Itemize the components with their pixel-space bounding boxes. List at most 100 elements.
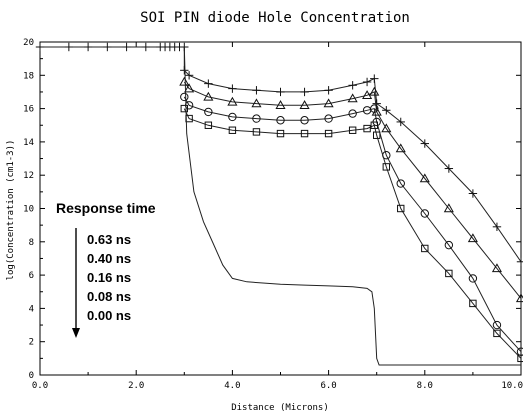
y-axis-label: log(Concentration (cm1-3)) <box>6 140 16 281</box>
x-tick-label: 0.0 <box>32 381 48 391</box>
data-point <box>324 86 333 95</box>
data-point <box>203 91 214 101</box>
data-point <box>467 233 478 243</box>
data-point <box>180 92 189 102</box>
data-point <box>382 106 391 115</box>
series-line <box>40 46 522 263</box>
series-layer <box>35 42 523 366</box>
data-point <box>444 164 454 173</box>
data-point <box>419 173 430 183</box>
data-point <box>370 121 378 129</box>
data-point <box>420 209 429 218</box>
annotation-title: Response time <box>56 200 156 216</box>
data-point <box>204 107 213 117</box>
data-point <box>492 222 502 232</box>
data-point <box>382 163 391 171</box>
x-axis: 0.0 2.0 4.0 6.0 8.0 10.0 <box>32 42 523 391</box>
y-tick-label: 2 <box>29 338 34 348</box>
x-tick-label: 6.0 <box>320 381 336 391</box>
data-point <box>252 114 261 123</box>
data-point <box>363 124 371 133</box>
series-line <box>183 81 522 299</box>
data-point <box>180 104 189 113</box>
y-tick-label: 6 <box>29 271 34 281</box>
data-point <box>370 104 379 113</box>
y-tick-label: 0 <box>29 371 34 381</box>
series-line <box>183 108 522 359</box>
data-point <box>179 76 190 86</box>
data-point <box>492 320 502 330</box>
data-point <box>251 98 262 108</box>
x-tick-label: 4.0 <box>224 381 240 391</box>
data-point <box>369 86 380 96</box>
data-point <box>362 90 373 99</box>
data-point <box>370 74 379 83</box>
data-point <box>228 112 237 122</box>
data-point <box>276 116 285 125</box>
chart-title: SOI PIN diode Hole Concentration <box>140 10 410 26</box>
data-point <box>180 66 189 75</box>
annotation-arrow-head <box>72 328 80 338</box>
data-point <box>324 114 333 123</box>
data-point <box>103 42 112 52</box>
data-point <box>443 203 454 213</box>
series-none <box>183 46 521 366</box>
data-point <box>493 329 501 338</box>
data-point <box>468 274 478 283</box>
data-point <box>469 299 477 308</box>
data-point <box>421 244 429 253</box>
series-square <box>180 104 523 363</box>
x-axis-label: Distance (Microns) <box>231 403 329 413</box>
data-point <box>204 79 213 88</box>
series-line <box>183 46 521 366</box>
data-point <box>276 87 285 97</box>
data-point <box>491 263 503 273</box>
series-line <box>183 96 522 353</box>
data-point <box>184 71 194 80</box>
y-axis: 0 2 4 6 8 10 12 14 16 18 20 <box>23 38 521 381</box>
data-point <box>468 189 478 198</box>
data-point <box>445 269 453 278</box>
data-point <box>348 109 357 118</box>
data-point <box>517 354 523 363</box>
x-tick-label: 2.0 <box>128 381 144 391</box>
data-point <box>184 83 195 93</box>
data-point <box>515 293 523 303</box>
annotation-entry: 0.63 ns <box>87 232 131 247</box>
data-point <box>300 116 309 125</box>
y-tick-label: 10 <box>23 205 34 215</box>
data-point <box>35 42 45 52</box>
data-point <box>348 81 357 90</box>
x-tick-label: 8.0 <box>417 381 433 391</box>
data-point <box>252 86 261 95</box>
data-point <box>83 42 93 52</box>
y-tick-label: 16 <box>23 105 34 115</box>
data-point <box>372 99 381 108</box>
data-point <box>228 126 237 134</box>
data-point <box>397 204 405 213</box>
data-point <box>324 129 333 138</box>
data-point <box>323 98 334 108</box>
data-point <box>300 87 309 97</box>
series-plus <box>35 42 523 266</box>
series-circle <box>180 92 523 356</box>
annotation-entry: 0.16 ns <box>87 270 131 285</box>
data-point <box>276 129 285 138</box>
response-time-annotation: Response time 0.63 ns 0.40 ns 0.16 ns 0.… <box>56 200 156 338</box>
data-point <box>227 96 238 106</box>
data-point <box>444 240 454 250</box>
data-point <box>381 123 392 133</box>
annotation-entry: 0.00 ns <box>87 308 131 323</box>
data-point <box>122 42 131 52</box>
series-triangle <box>179 76 523 303</box>
data-point <box>420 139 429 148</box>
y-tick-label: 12 <box>23 171 34 181</box>
data-point <box>204 121 213 129</box>
data-point <box>362 77 372 87</box>
data-point <box>300 129 309 138</box>
y-tick-label: 8 <box>29 238 34 248</box>
data-point <box>228 84 237 93</box>
data-point <box>395 143 406 153</box>
y-tick-label: 4 <box>29 304 34 314</box>
